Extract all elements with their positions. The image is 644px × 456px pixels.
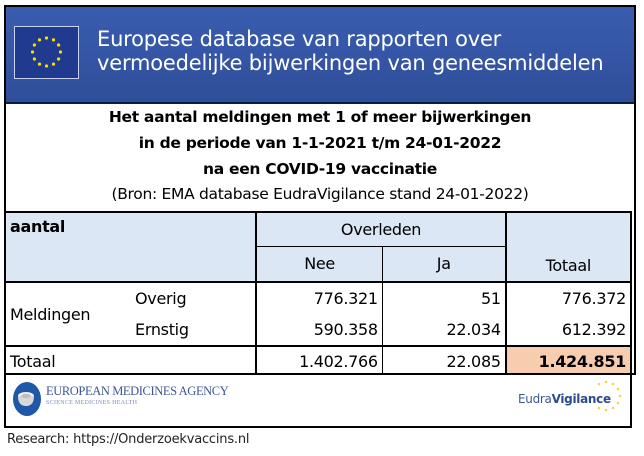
table-total-row: Totaal 1.402.766 22.085 1.424.851 xyxy=(3,346,633,377)
header-banner: Europese database van rapporten over ver… xyxy=(6,7,634,104)
heading-line1: Het aantal meldingen met 1 of meer bijwe… xyxy=(108,108,532,126)
ema-name: EUROPEAN MEDICINES AGENCY xyxy=(46,384,229,398)
eudra-prefix: Eudra xyxy=(518,392,552,406)
eudra-suffix: Vigilance xyxy=(551,392,612,406)
table-row: Meldingen Overig 776.321 51 776.372 xyxy=(3,282,633,347)
total-nee: 1.402.766 xyxy=(255,346,383,377)
banner-title-line1: Europese database van rapporten over xyxy=(97,27,502,51)
eudravigilance-text: EudraVigilance xyxy=(518,392,611,406)
corner-label: aantal xyxy=(3,211,257,283)
heading-source: (Bron: EMA database EudraVigilance stand… xyxy=(111,185,529,203)
report-frame: Europese database van rapporten over ver… xyxy=(3,5,636,377)
footer-research-credit: Research: https://Onderzoekvaccins.nl xyxy=(7,432,250,447)
total-ja: 22.085 xyxy=(381,346,506,377)
column-header-nee: Nee xyxy=(255,246,383,283)
report-heading: Het aantal meldingen met 1 of meer bijwe… xyxy=(6,104,634,214)
row-label: Overig xyxy=(135,289,187,308)
grand-total: 1.424.851 xyxy=(504,346,633,377)
banner-title: Europese database van rapporten over ver… xyxy=(97,27,604,75)
heading-line3: na een COVID-19 vaccinatie xyxy=(203,160,437,178)
row-group-label: Meldingen xyxy=(3,282,132,347)
eudravigilance-logo: EudraVigilance xyxy=(516,379,626,421)
cell-nee: 590.358 xyxy=(255,314,383,347)
ema-tagline: SCIENCE MEDICINES HEALTH xyxy=(46,400,138,406)
table-row: Ernstig 590.358 22.034 612.392 xyxy=(5,314,633,347)
column-header-ja: Ja xyxy=(381,246,506,283)
cell-totaal: 612.392 xyxy=(504,314,633,347)
logo-strip: EUROPEAN MEDICINES AGENCY SCIENCE MEDICI… xyxy=(4,373,632,428)
reports-table: aantal Overleden Totaal Nee Ja Meldingen… xyxy=(3,211,633,377)
cell-totaal: 776.372 xyxy=(504,282,633,314)
eu-flag-icon xyxy=(14,26,79,79)
total-row-label: Totaal xyxy=(3,346,257,377)
column-header-totaal: Totaal xyxy=(504,211,633,283)
heading-line2: in de periode van 1-1-2021 t/m 24-01-202… xyxy=(138,134,502,152)
cell-nee: 776.321 xyxy=(255,282,383,314)
ema-logo-icon xyxy=(12,381,42,417)
banner-title-line2: vermoedelijke bijwerkingen van geneesmid… xyxy=(97,51,604,75)
group-header-overleden: Overleden xyxy=(255,211,506,247)
ema-logo-text: EUROPEAN MEDICINES AGENCY SCIENCE MEDICI… xyxy=(46,384,229,406)
row-label: Ernstig xyxy=(131,314,257,347)
cell-ja: 51 xyxy=(381,282,506,314)
cell-ja: 22.034 xyxy=(381,314,506,347)
